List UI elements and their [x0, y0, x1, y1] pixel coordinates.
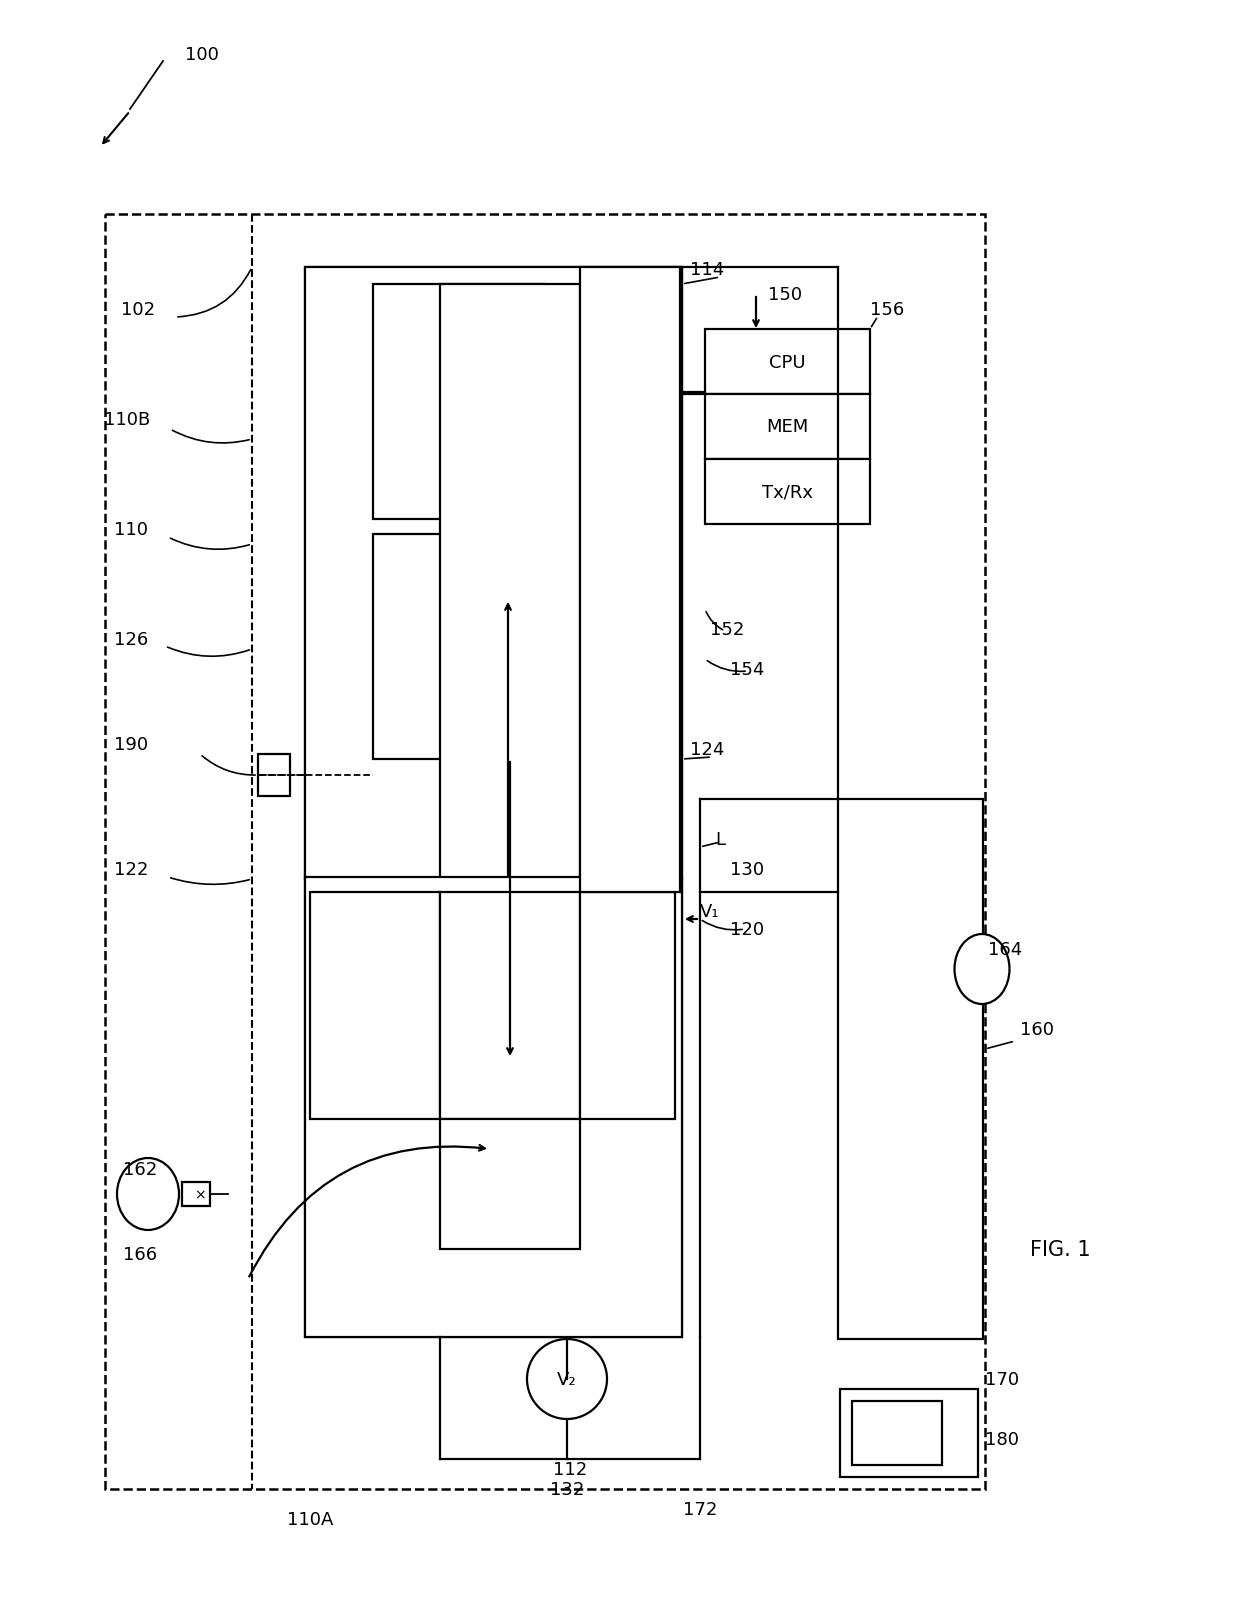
Circle shape — [527, 1339, 608, 1419]
Bar — [305, 268, 682, 1337]
Bar — [310, 892, 440, 1120]
Text: CPU: CPU — [769, 354, 806, 371]
Text: 132: 132 — [549, 1480, 584, 1498]
Text: 180: 180 — [985, 1430, 1019, 1448]
Text: 110A: 110A — [286, 1511, 334, 1528]
Text: ×: × — [195, 1188, 206, 1202]
Text: 170: 170 — [985, 1371, 1019, 1388]
Bar — [440, 1120, 580, 1249]
Bar — [838, 800, 983, 1339]
Bar — [440, 284, 580, 1062]
Text: 154: 154 — [730, 660, 764, 678]
Bar — [305, 877, 682, 1337]
Text: 112: 112 — [553, 1461, 587, 1478]
Bar — [839, 1388, 978, 1477]
Bar — [852, 1401, 942, 1466]
Text: FIG. 1: FIG. 1 — [1029, 1239, 1090, 1260]
Bar — [706, 395, 870, 460]
Bar — [310, 892, 440, 1120]
Bar — [373, 535, 546, 760]
Text: 160: 160 — [1021, 1020, 1054, 1038]
Text: V₁: V₁ — [701, 903, 719, 921]
Text: 164: 164 — [988, 940, 1022, 958]
Text: L: L — [715, 831, 725, 848]
Bar — [105, 215, 985, 1490]
Text: 190: 190 — [114, 736, 148, 754]
Text: 114: 114 — [689, 260, 724, 280]
Text: 100: 100 — [185, 47, 219, 64]
Text: 120: 120 — [730, 921, 764, 938]
Text: 166: 166 — [123, 1245, 157, 1263]
Text: 110: 110 — [114, 521, 148, 538]
Text: Tx/Rx: Tx/Rx — [763, 484, 813, 501]
Bar — [440, 892, 580, 1120]
Text: MEM: MEM — [766, 418, 808, 435]
Text: 126: 126 — [114, 630, 148, 649]
Bar — [706, 329, 870, 395]
Text: 156: 156 — [870, 301, 904, 318]
Text: 162: 162 — [123, 1160, 157, 1178]
Ellipse shape — [117, 1159, 179, 1231]
Bar — [580, 268, 680, 892]
Text: V₂: V₂ — [557, 1371, 577, 1388]
Bar — [373, 284, 546, 519]
Bar — [440, 892, 580, 1120]
Text: 110B: 110B — [104, 411, 150, 429]
Text: 130: 130 — [730, 860, 764, 879]
Text: 124: 124 — [689, 741, 724, 759]
Bar — [305, 268, 682, 879]
Bar — [580, 892, 675, 1120]
Bar — [580, 268, 680, 892]
Text: 122: 122 — [114, 860, 148, 879]
Bar — [182, 1183, 210, 1207]
Bar — [706, 460, 870, 524]
Bar — [440, 1120, 580, 1249]
Text: 150: 150 — [768, 286, 802, 304]
Ellipse shape — [955, 934, 1009, 1004]
Bar — [258, 755, 290, 797]
Text: 152: 152 — [711, 620, 744, 638]
Bar — [580, 892, 675, 1120]
Text: 172: 172 — [683, 1499, 717, 1519]
Text: 102: 102 — [120, 301, 155, 318]
Bar — [373, 284, 546, 519]
